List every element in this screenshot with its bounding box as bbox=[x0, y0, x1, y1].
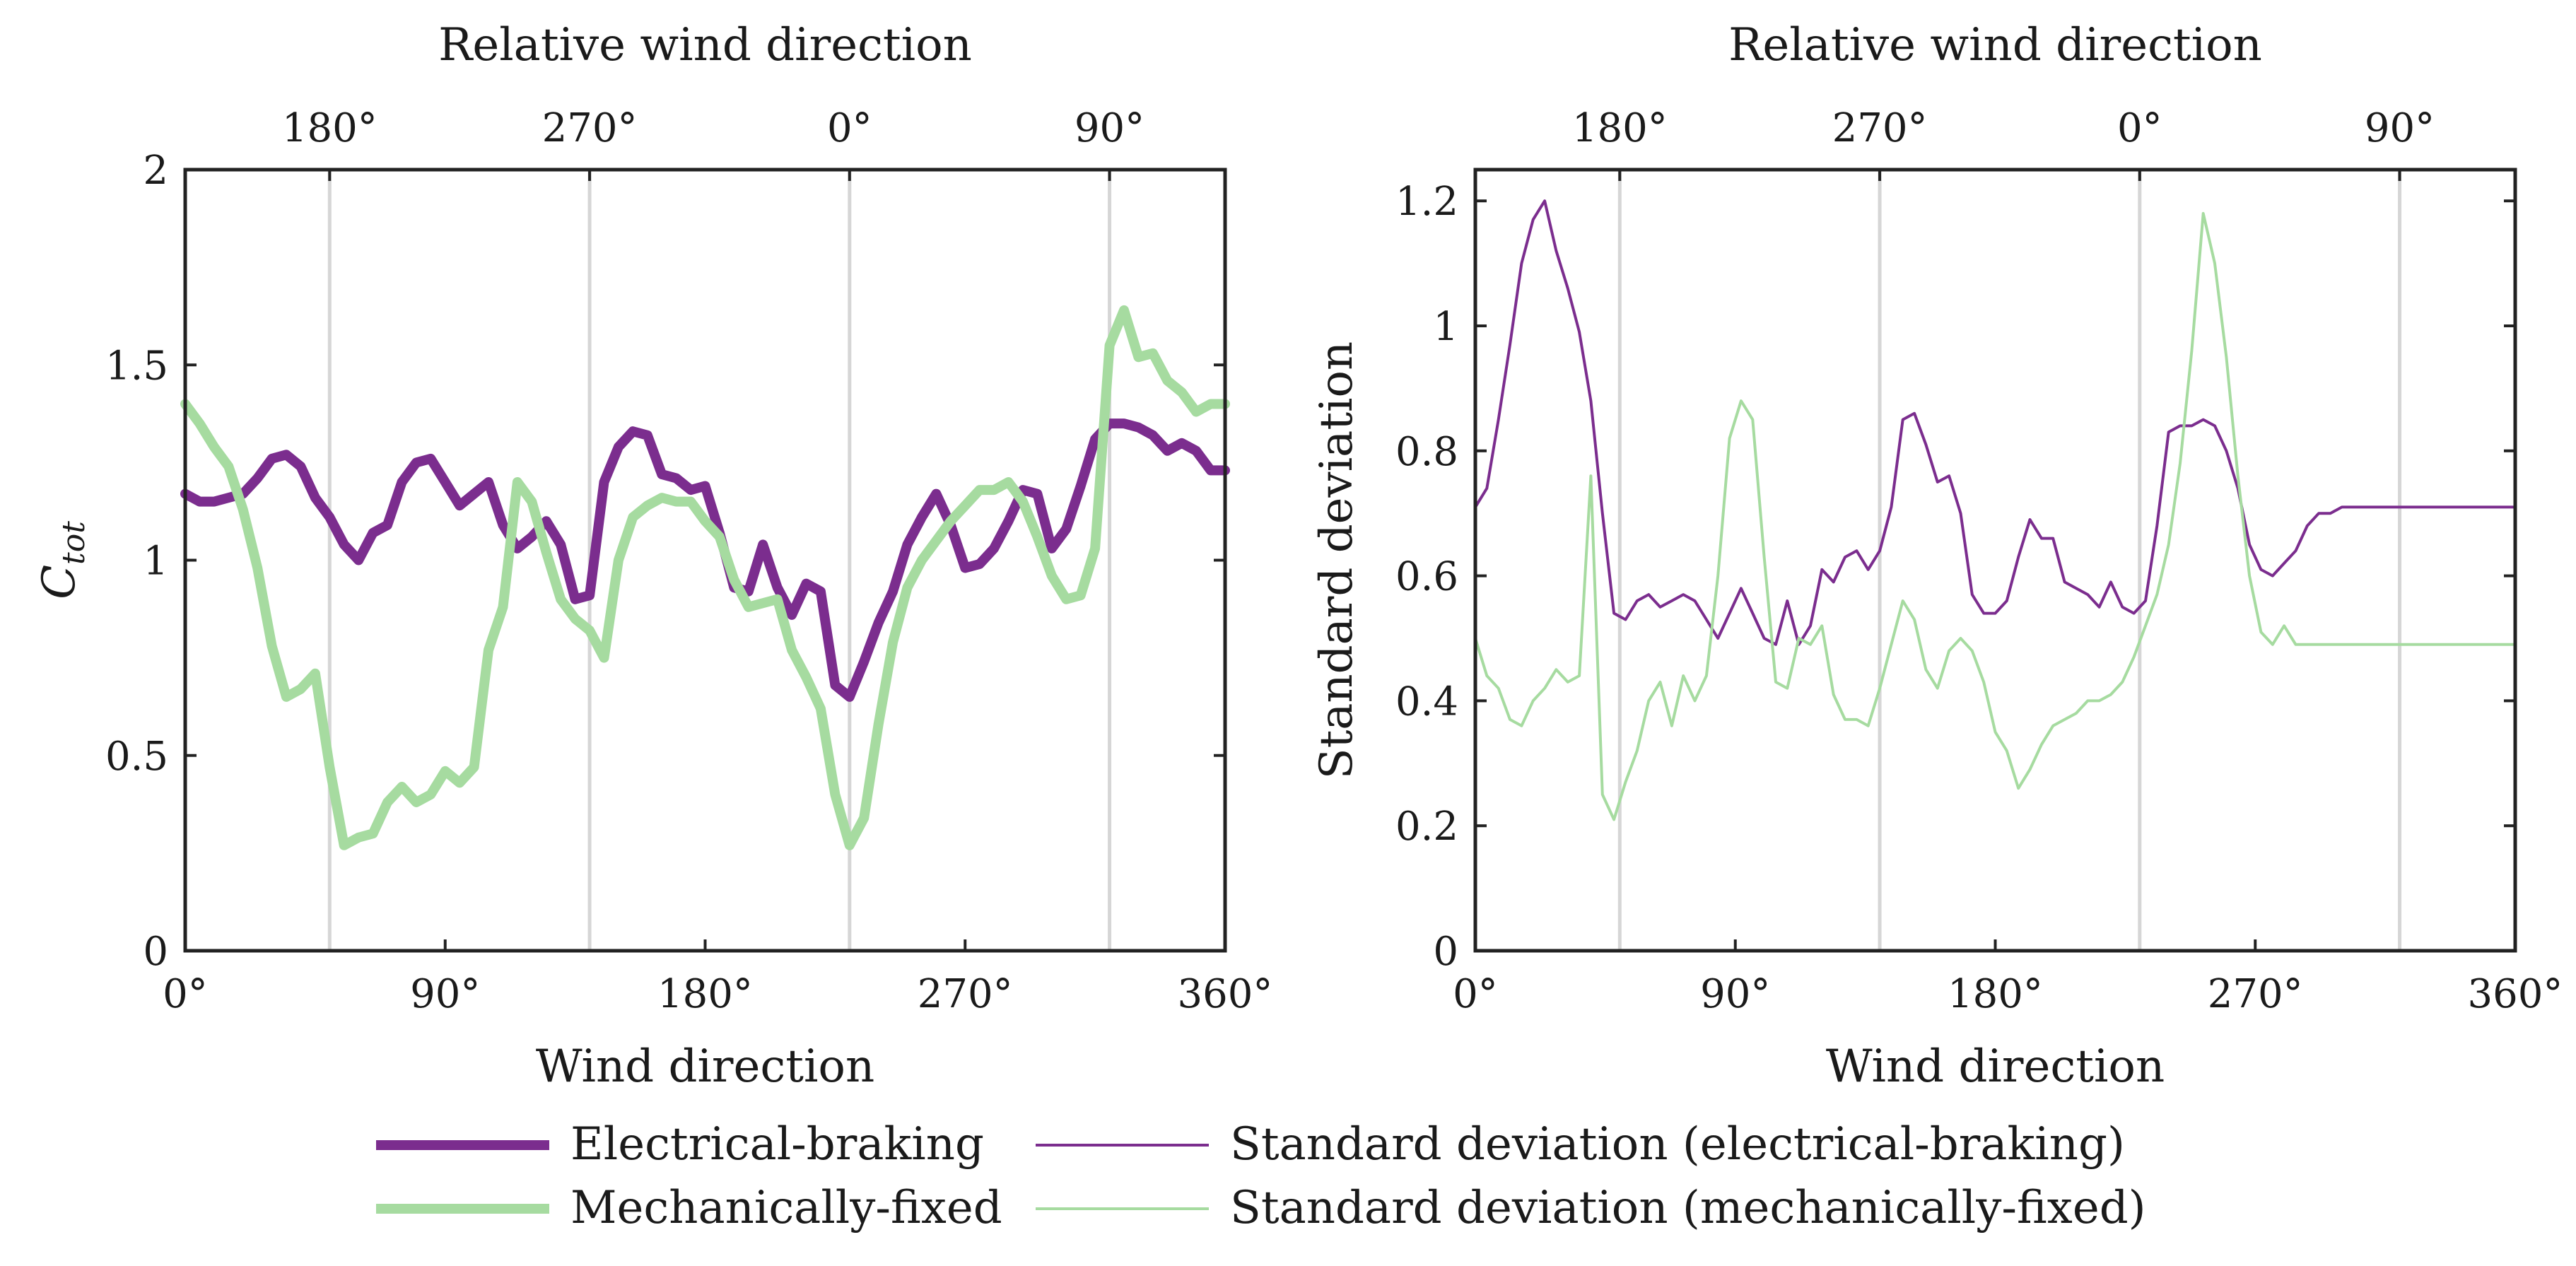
legend-label-standard-deviation-mechanically-fixed: Standard deviation (mechanically-fixed) bbox=[1230, 1182, 2146, 1234]
right-chart-panel: 0° 90° 180° 270° 360° 180° 270° 0° 90° 0 0.2 0.4 0.6… bbox=[1311, 19, 2563, 1093]
top-x-tick-label: 90° bbox=[2365, 105, 2435, 151]
x-tick-label: 0° bbox=[1453, 971, 1498, 1017]
x-tick-label: 270° bbox=[918, 971, 1013, 1017]
y-tick-label: 1.5 bbox=[105, 343, 168, 389]
y-tick-label: 1.2 bbox=[1395, 179, 1458, 225]
top-x-tick-label: 270° bbox=[1832, 105, 1928, 151]
axes-frame bbox=[1473, 168, 2517, 953]
top-x-tick-label: 180° bbox=[1572, 105, 1668, 151]
y-axis-title: Ctot bbox=[33, 521, 92, 599]
y-tick-label: 2 bbox=[143, 148, 168, 194]
x-tick-label: 270° bbox=[2208, 971, 2303, 1017]
y-tick-label: 1 bbox=[143, 539, 168, 585]
y-tick-label: 0.4 bbox=[1395, 679, 1458, 725]
legend-label-standard-deviation-electrical-braking: Standard deviation (electrical-braking) bbox=[1230, 1118, 2125, 1171]
x-tick-label: 360° bbox=[2468, 971, 2563, 1017]
x-tick-label: 180° bbox=[1948, 971, 2043, 1017]
top-x-tick-label: 180° bbox=[282, 105, 377, 151]
series-line-standard-deviation-mechanically-fixed bbox=[1474, 211, 2517, 821]
top-x-axis-title: Relative wind direction bbox=[438, 19, 972, 71]
y-axis-title-subscript: tot bbox=[56, 521, 92, 565]
top-x-tick-label: 270° bbox=[542, 105, 638, 151]
y-tick-label: 0.8 bbox=[1395, 429, 1458, 475]
top-x-tick-label: 0° bbox=[827, 105, 872, 151]
series-line-standard-deviation-electrical-braking bbox=[1474, 199, 2517, 646]
y-axis-title: Standard deviation bbox=[1311, 341, 1363, 780]
legend-label-mechanically-fixed: Mechanically-fixed bbox=[570, 1182, 1002, 1234]
top-x-axis-title: Relative wind direction bbox=[1728, 19, 2262, 71]
legend: Electrical-braking Mechanically-fixed Stan… bbox=[376, 1118, 2146, 1234]
left-chart-panel: 0° 90° 180° 270° 360° 180° 270° 0° 90° 0 0.5 1 1.5 2 W… bbox=[33, 19, 1272, 1093]
top-x-tick-label: 0° bbox=[2117, 105, 2162, 151]
y-tick-label: 0 bbox=[143, 929, 168, 975]
legend-label-electrical-braking: Electrical-braking bbox=[570, 1118, 984, 1171]
x-tick-label: 0° bbox=[163, 971, 208, 1017]
x-tick-label: 90° bbox=[1700, 971, 1770, 1017]
y-tick-label: 0.6 bbox=[1395, 554, 1458, 600]
y-tick-label: 0.2 bbox=[1395, 804, 1458, 850]
y-tick-label: 1 bbox=[1433, 304, 1458, 350]
y-tick-label: 0.5 bbox=[105, 734, 168, 780]
y-tick-label: 0 bbox=[1433, 929, 1458, 975]
x-axis-title: Wind direction bbox=[1826, 1041, 2165, 1093]
x-axis-title: Wind direction bbox=[536, 1041, 874, 1093]
x-tick-label: 360° bbox=[1178, 971, 1273, 1017]
top-x-tick-label: 90° bbox=[1075, 105, 1144, 151]
y-axis-title-main: C bbox=[33, 565, 86, 599]
series-line-mechanically-fixed bbox=[180, 305, 1230, 850]
x-tick-label: 180° bbox=[657, 971, 753, 1017]
x-tick-label: 90° bbox=[410, 971, 480, 1017]
series-line-electrical-braking bbox=[180, 418, 1230, 702]
